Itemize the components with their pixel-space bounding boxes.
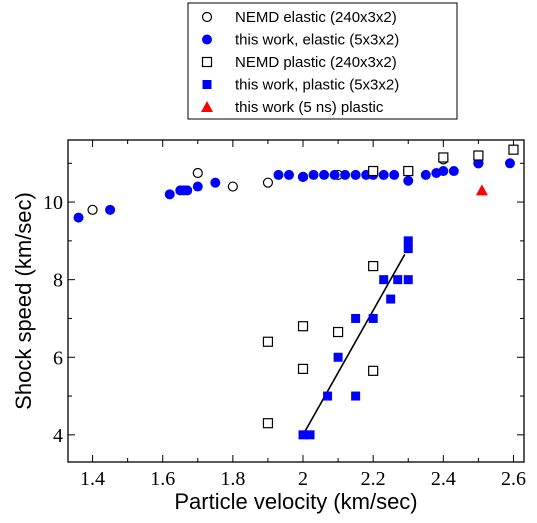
point-this-work-plastic-5x3x2 bbox=[323, 391, 333, 401]
point-nemd-elastic-240x3x2 bbox=[87, 204, 98, 215]
point-nemd-plastic-240x3x2 bbox=[473, 150, 484, 161]
point-this-work-elastic-5x3x2 bbox=[350, 169, 361, 180]
legend: NEMD elastic (240x3x2) this work, elastic… bbox=[187, 2, 458, 120]
point-this-work-elastic-5x3x2 bbox=[308, 169, 319, 180]
legend-label: this work (5 ns) plastic bbox=[235, 99, 384, 116]
point-nemd-plastic-240x3x2 bbox=[438, 152, 449, 163]
fit-line bbox=[302, 254, 406, 436]
point-this-work-plastic-5x3x2 bbox=[403, 244, 413, 254]
point-this-work-plastic-5x3x2 bbox=[393, 275, 403, 285]
point-this-work-elastic-5x3x2 bbox=[504, 158, 515, 169]
x-tick-label: 2.6 bbox=[501, 468, 526, 490]
x-tick-label: 2 bbox=[298, 468, 308, 490]
plot-frame bbox=[67, 139, 525, 463]
point-nemd-plastic-240x3x2 bbox=[262, 336, 274, 347]
y-tick-label: 10 bbox=[43, 192, 63, 214]
point-nemd-plastic-240x3x2 bbox=[262, 418, 274, 429]
point-this-work-elastic-5x3x2 bbox=[389, 169, 400, 180]
point-this-work-elastic-5x3x2 bbox=[319, 169, 330, 180]
point-nemd-plastic-240x3x2 bbox=[508, 144, 519, 155]
point-nemd-plastic-240x3x2 bbox=[368, 365, 379, 376]
point-nemd-plastic-240x3x2 bbox=[368, 260, 379, 272]
point-this-work-elastic-5x3x2 bbox=[340, 169, 351, 180]
point-this-work-elastic-5x3x2 bbox=[403, 175, 414, 186]
legend-marker-nemd-elastic-240x3x2 bbox=[201, 11, 213, 23]
y-axis: 4 6 8 10 bbox=[43, 162, 524, 447]
legend-marker-this-work-elastic-5x3x2 bbox=[202, 34, 212, 45]
point-this-work-elastic-5x3x2 bbox=[192, 181, 203, 192]
x-tick-label: 2.4 bbox=[431, 468, 456, 490]
y-tick-label: 6 bbox=[53, 347, 63, 369]
x-axis: 1.4 1.6 1.8 2 2.2 2.4 2.6 bbox=[80, 140, 526, 490]
legend-marker-nemd-plastic-240x3x2 bbox=[201, 56, 213, 68]
plot-area: 1.4 1.6 1.8 2 2.2 2.4 2.6 4 6 8 10 bbox=[43, 139, 526, 490]
point-this-work-plastic-5x3x2 bbox=[368, 313, 378, 323]
point-this-work-plastic-5x3x2 bbox=[403, 275, 413, 285]
point-nemd-plastic-240x3x2 bbox=[297, 363, 309, 374]
point-nemd-elastic-240x3x2 bbox=[192, 167, 203, 179]
point-nemd-plastic-240x3x2 bbox=[297, 321, 309, 332]
point-this-work-plastic-5x3x2 bbox=[351, 313, 361, 323]
x-tick-label: 1.8 bbox=[220, 468, 245, 490]
point-this-work-plastic-5x3x2 bbox=[298, 430, 308, 440]
point-nemd-plastic-240x3x2 bbox=[403, 165, 414, 177]
point-this-work-5-ns-plastic bbox=[475, 184, 488, 196]
point-this-work-elastic-5x3x2 bbox=[329, 169, 340, 180]
point-this-work-elastic-5x3x2 bbox=[378, 169, 389, 180]
point-this-work-elastic-5x3x2 bbox=[298, 171, 309, 182]
point-nemd-elastic-240x3x2 bbox=[262, 177, 274, 188]
x-tick-label: 1.6 bbox=[150, 468, 175, 490]
point-this-work-plastic-5x3x2 bbox=[351, 391, 361, 401]
point-this-work-elastic-5x3x2 bbox=[210, 177, 221, 188]
point-this-work-elastic-5x3x2 bbox=[438, 166, 449, 177]
point-this-work-elastic-5x3x2 bbox=[105, 204, 116, 215]
y-tick-label: 4 bbox=[53, 425, 63, 447]
data-marks bbox=[73, 144, 519, 440]
point-this-work-elastic-5x3x2 bbox=[182, 185, 193, 196]
x-tick-label: 1.4 bbox=[80, 468, 105, 490]
point-this-work-elastic-5x3x2 bbox=[73, 212, 84, 223]
point-nemd-plastic-240x3x2 bbox=[332, 326, 344, 338]
legend-marker-this-work-plastic-5x3x2 bbox=[202, 80, 212, 89]
y-tick-label: 8 bbox=[53, 270, 63, 292]
x-tick-label: 2.2 bbox=[361, 468, 386, 490]
y-axis-title: Shock speed (km/sec) bbox=[11, 192, 36, 410]
point-this-work-plastic-5x3x2 bbox=[379, 275, 389, 285]
point-this-work-plastic-5x3x2 bbox=[386, 294, 396, 304]
legend-label: NEMD elastic (240x3x2) bbox=[235, 9, 397, 26]
point-this-work-plastic-5x3x2 bbox=[333, 352, 343, 362]
legend-label: this work, elastic (5x3x2) bbox=[235, 32, 399, 49]
point-this-work-elastic-5x3x2 bbox=[448, 166, 459, 177]
legend-label: NEMD plastic (240x3x2) bbox=[235, 54, 397, 71]
point-this-work-elastic-5x3x2 bbox=[420, 169, 431, 180]
x-axis-title: Particle velocity (km/sec) bbox=[174, 489, 417, 514]
point-this-work-elastic-5x3x2 bbox=[473, 158, 484, 169]
point-this-work-elastic-5x3x2 bbox=[283, 169, 294, 180]
point-this-work-elastic-5x3x2 bbox=[273, 169, 284, 180]
fit-line-layer bbox=[302, 254, 406, 436]
point-this-work-plastic-5x3x2 bbox=[403, 236, 413, 246]
point-this-work-elastic-5x3x2 bbox=[164, 189, 175, 200]
legend-box bbox=[187, 2, 458, 120]
legend-label: this work, plastic (5x3x2) bbox=[235, 77, 399, 94]
point-nemd-elastic-240x3x2 bbox=[227, 181, 238, 192]
point-this-work-plastic-5x3x2 bbox=[305, 430, 315, 440]
point-nemd-plastic-240x3x2 bbox=[368, 165, 379, 177]
legend-marker-this-work-5-ns-plastic bbox=[201, 101, 213, 112]
